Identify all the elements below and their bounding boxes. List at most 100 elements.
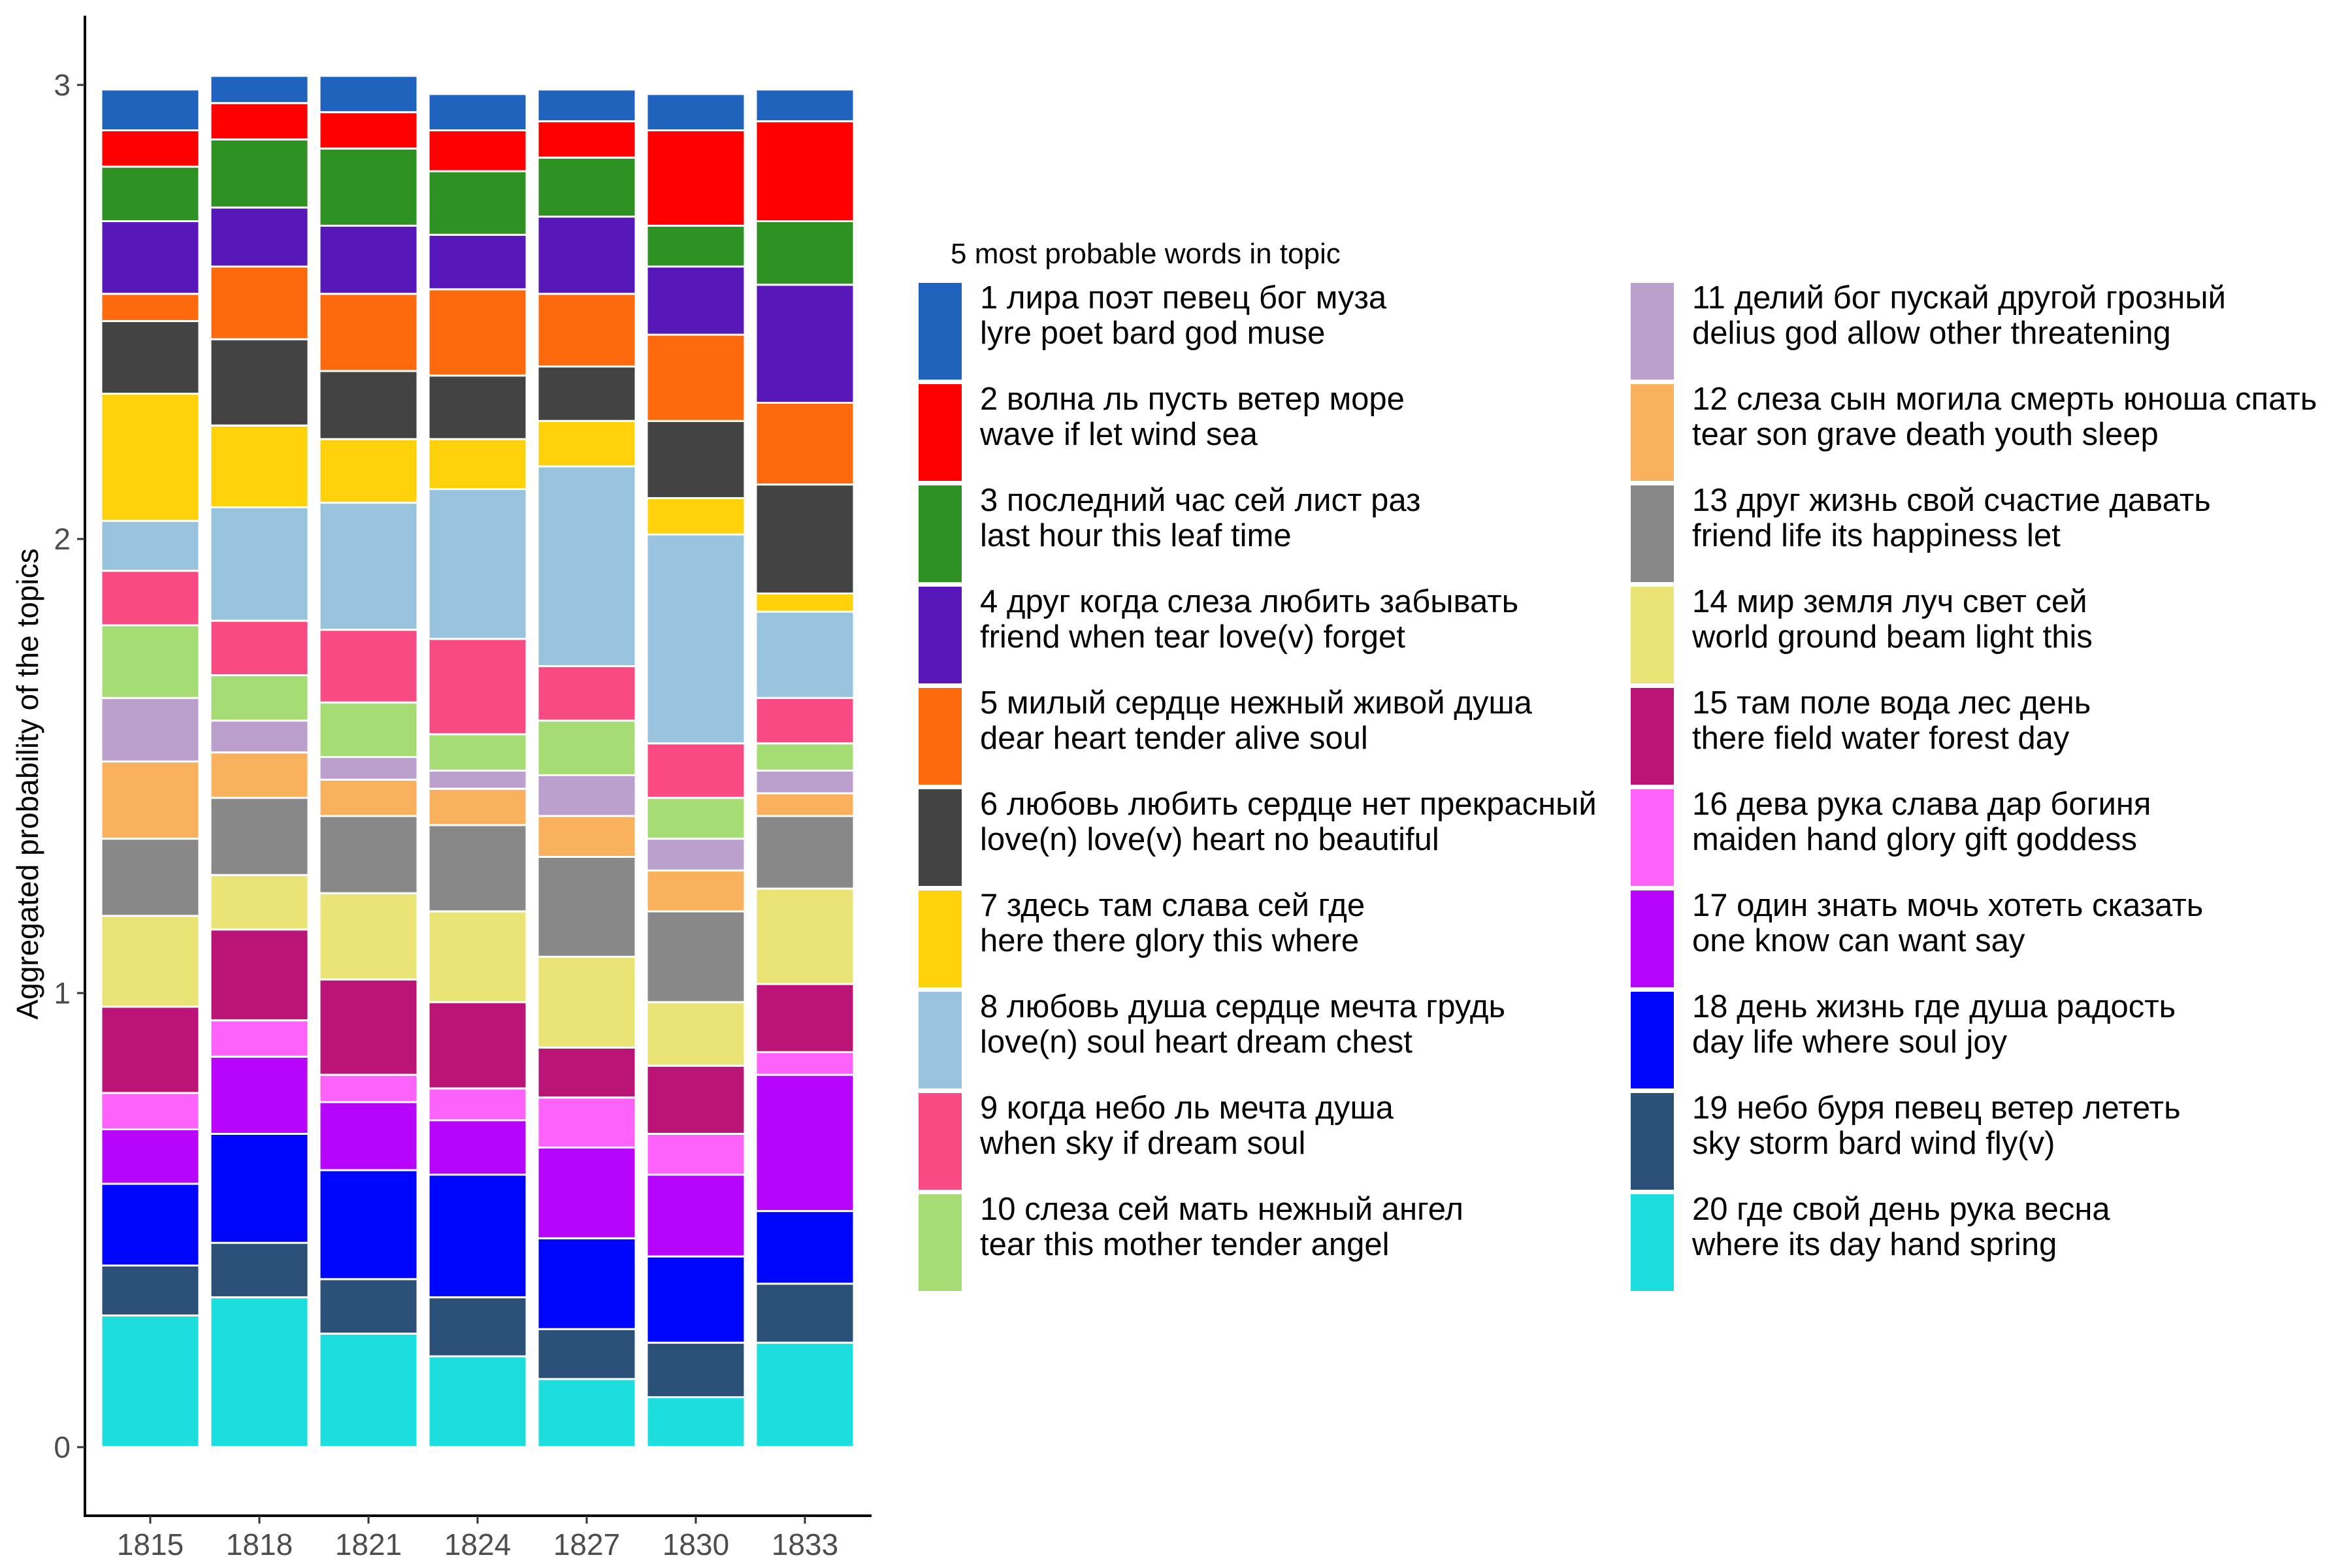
bar-segment-1821-topic-6 xyxy=(318,370,419,440)
x-tick-label: 1815 xyxy=(117,1527,184,1561)
bar-segment-1818-topic-15 xyxy=(209,928,310,1022)
x-ticks-layer: 1815 1818 1821 1824 1827 1830 1833 xyxy=(117,1516,838,1561)
bar-segment-1824-topic-17 xyxy=(427,1119,528,1176)
bar-segment-1818-topic-6 xyxy=(209,338,310,427)
bar-segment-1824-topic-14 xyxy=(427,910,528,1004)
bar-segment-1824-topic-3 xyxy=(427,170,528,236)
bar-segment-1821-topic-19 xyxy=(318,1278,419,1335)
legend-label-topic-2: 2 волна ль пусть ветер море xyxy=(980,382,1405,417)
bar-segment-1815-topic-10 xyxy=(100,624,201,699)
y-tick-label: 3 xyxy=(54,68,71,102)
bar-segment-1833-topic-3 xyxy=(755,220,855,286)
legend-key-topic-10 xyxy=(917,1193,963,1292)
bar-segment-1818-topic-9 xyxy=(209,619,310,676)
bar-segment-1815-topic-19 xyxy=(100,1264,201,1316)
bar-segment-1815-topic-20 xyxy=(100,1314,201,1448)
bar-segment-1830-topic-2 xyxy=(645,129,746,227)
y-ticks-layer: 0 1 2 3 xyxy=(54,68,85,1464)
bar-segment-1830-topic-3 xyxy=(645,224,746,268)
y-axis-title: Aggregated probability of the topics xyxy=(10,548,44,1019)
bar-segment-1821-topic-5 xyxy=(318,293,419,372)
bar-segment-1830-topic-16 xyxy=(645,1132,746,1176)
bar-segment-1827-topic-20 xyxy=(536,1378,637,1448)
legend-translation-topic-11: delius god allow other threatening xyxy=(1692,316,2171,351)
bar-segment-1824-topic-6 xyxy=(427,374,528,440)
bar-segment-1818-topic-18 xyxy=(209,1132,310,1244)
bar-segment-1821-topic-15 xyxy=(318,978,419,1076)
bar-segment-1821-topic-2 xyxy=(318,111,419,150)
bar-segment-1833-topic-18 xyxy=(755,1210,855,1285)
bar-segment-1821-topic-4 xyxy=(318,224,419,295)
bar-segment-1815-topic-9 xyxy=(100,570,201,627)
x-tick-label: 1821 xyxy=(335,1527,402,1561)
legend-translation-topic-4: friend when tear love(v) forget xyxy=(980,619,1405,655)
legend-label-topic-19: 19 небо буря певец ветер лететь xyxy=(1692,1090,2181,1126)
bar-segment-1824-topic-4 xyxy=(427,233,528,291)
legend-key-topic-12 xyxy=(1629,383,1675,482)
bar-segment-1815-topic-1 xyxy=(100,88,201,131)
x-tick-label: 1827 xyxy=(553,1527,620,1561)
legend-translation-topic-18: day life where soul joy xyxy=(1692,1024,2008,1060)
bar-segment-1833-topic-20 xyxy=(755,1341,855,1448)
x-tick-label: 1818 xyxy=(226,1527,293,1561)
legend-label-topic-17: 17 один знать мочь хотеть сказать xyxy=(1692,888,2203,923)
y-tick-label: 2 xyxy=(54,522,71,556)
bar-segment-1824-topic-1 xyxy=(427,93,528,131)
bar-segment-1830-topic-14 xyxy=(645,1001,746,1067)
bar-segment-1815-topic-16 xyxy=(100,1092,201,1131)
legend-label-topic-8: 8 любовь душа сердце мечта грудь xyxy=(980,989,1505,1024)
bar-segment-1830-topic-4 xyxy=(645,265,746,336)
bar-segment-1824-topic-5 xyxy=(427,288,528,377)
bar-segment-1818-topic-14 xyxy=(209,874,310,931)
bar-segment-1827-topic-14 xyxy=(536,955,637,1049)
bar-segment-1830-topic-18 xyxy=(645,1255,746,1344)
legend-translation-topic-15: there field water forest day xyxy=(1692,721,2070,756)
legend-label-topic-11: 11 делий бог пускай другой грозный xyxy=(1692,280,2226,316)
bar-segment-1833-topic-13 xyxy=(755,815,855,890)
bar-segment-1833-topic-11 xyxy=(755,769,855,794)
bar-segment-1833-topic-15 xyxy=(755,983,855,1053)
bar-segment-1830-topic-17 xyxy=(645,1173,746,1258)
bar-segment-1815-topic-6 xyxy=(100,319,201,395)
bar-segment-1830-topic-13 xyxy=(645,910,746,1004)
bar-segment-1827-topic-10 xyxy=(536,719,637,776)
legend-key-topic-20 xyxy=(1629,1193,1675,1292)
legend-label-topic-16: 16 дева рука слава дар богиня xyxy=(1692,787,2151,822)
legend-key-topic-17 xyxy=(1629,889,1675,988)
bar-segment-1818-topic-12 xyxy=(209,751,310,799)
legend-translation-topic-12: tear son grave death youth sleep xyxy=(1692,417,2159,452)
y-tick-label: 0 xyxy=(54,1430,71,1464)
bar-segment-1830-topic-1 xyxy=(645,93,746,131)
legend-key-topic-19 xyxy=(1629,1092,1675,1191)
legend-key-topic-6 xyxy=(917,788,963,887)
legend-translation-topic-9: when sky if dream soul xyxy=(979,1126,1305,1161)
bar-segment-1827-topic-4 xyxy=(536,216,637,295)
bar-segment-1833-topic-12 xyxy=(755,792,855,817)
bar-segment-1830-topic-7 xyxy=(645,497,746,536)
bar-segment-1824-topic-11 xyxy=(427,769,528,790)
bar-segment-1827-topic-19 xyxy=(536,1328,637,1380)
bar-segment-1815-topic-12 xyxy=(100,760,201,840)
bar-segment-1818-topic-1 xyxy=(209,74,310,105)
x-tick-label: 1833 xyxy=(772,1527,838,1561)
bar-segment-1821-topic-13 xyxy=(318,815,419,894)
legend-key-topic-2 xyxy=(917,383,963,482)
legend-key-topic-18 xyxy=(1629,990,1675,1090)
bar-segment-1818-topic-17 xyxy=(209,1055,310,1135)
bar-segment-1818-topic-7 xyxy=(209,424,310,508)
bar-segment-1833-topic-17 xyxy=(755,1073,855,1213)
bar-segment-1824-topic-8 xyxy=(427,488,528,640)
legend-label-topic-5: 5 милый сердце нежный живой душа xyxy=(980,685,1533,721)
legend-translation-topic-19: sky storm bard wind fly(v) xyxy=(1692,1126,2055,1161)
bar-segment-1830-topic-5 xyxy=(645,333,746,422)
bar-segment-1827-topic-3 xyxy=(536,156,637,218)
bar-segment-1827-topic-17 xyxy=(536,1146,637,1239)
legend-key-topic-5 xyxy=(917,687,963,786)
legend-label-topic-7: 7 здесь там слава сей где xyxy=(980,888,1365,923)
legend-key-topic-1 xyxy=(917,282,963,381)
bars-layer xyxy=(100,74,855,1448)
legend-translation-topic-5: dear heart tender alive soul xyxy=(980,721,1368,756)
legend-label-topic-20: 20 где свой день рука весна xyxy=(1692,1192,2110,1227)
legend-translation-topic-17: one know can want say xyxy=(1692,923,2025,958)
